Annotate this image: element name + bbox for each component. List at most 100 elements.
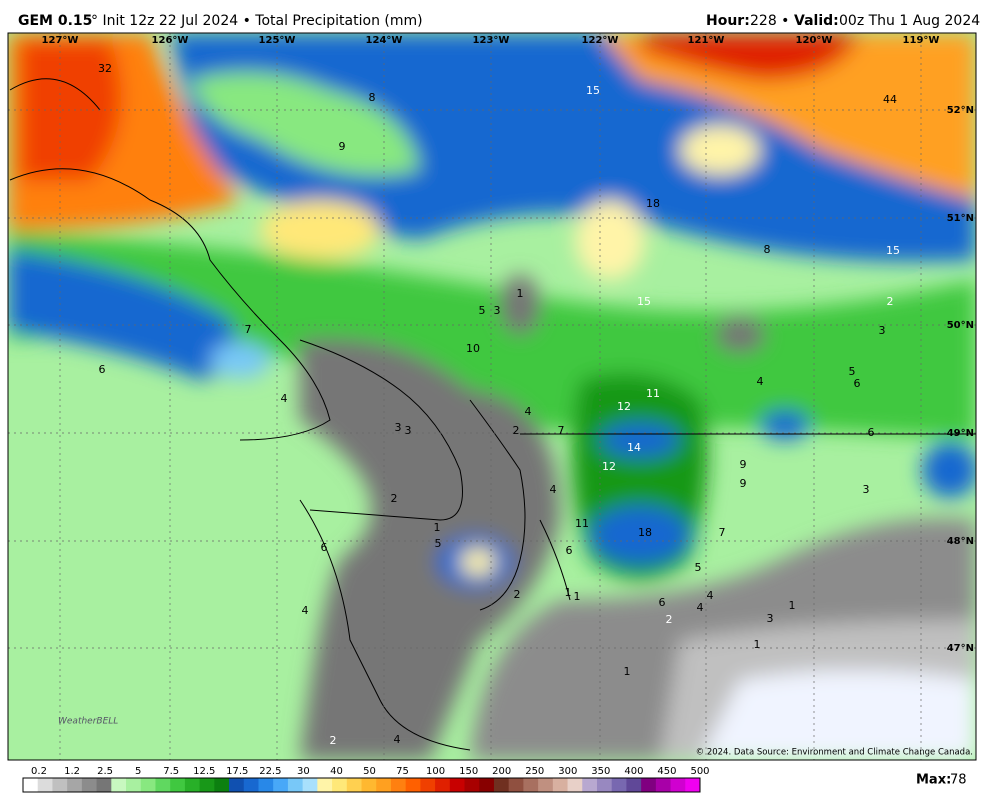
contour-label: 3 [767,612,774,625]
colorbar-swatch [596,778,613,792]
latitude-label: 50°N [947,320,974,331]
contour-label: 2 [666,613,673,626]
colorbar-label: 250 [525,766,544,777]
colorbar-swatch [302,778,318,792]
colorbar-swatch [552,778,569,792]
contour-label: 2 [887,295,894,308]
model: GEM 0.15 [18,13,92,29]
contour-label: 11 [575,517,589,530]
contour-label: 6 [868,426,875,439]
longitude-label: 125°W [259,35,296,46]
colorbar-label: 200 [492,766,511,777]
contour-label: 8 [369,91,376,104]
valid-label: Valid: [794,13,839,29]
colorbar-swatch [435,778,451,792]
colorbar-swatch [508,778,524,792]
colorbar-label: 17.5 [226,766,248,777]
contour-label: 7 [558,424,565,437]
colorbar-swatch [464,778,480,792]
contour-label: 3 [863,483,870,496]
colorbar-swatch [243,778,259,792]
colorbar-swatch [37,778,53,792]
latitude-label: 48°N [947,536,974,547]
colorbar-swatch [111,778,127,792]
colorbar-swatch [332,778,348,792]
latitude-label: 52°N [947,105,974,116]
colorbar-label: 400 [624,766,643,777]
colorbar-label: 50 [363,766,376,777]
colorbar-swatch [184,778,201,792]
colorbar-swatch [67,778,83,792]
contour-label: 3 [405,424,412,437]
precip-field [8,33,976,760]
contour-label: 6 [99,363,106,376]
contour-label: 7 [245,323,252,336]
colorbar-label: 75 [396,766,409,777]
coastlines [9,78,976,751]
contour-label: 9 [740,477,747,490]
colorbar-swatch [126,778,142,792]
colorbar-swatch [214,778,230,792]
contour-label: 9 [339,140,346,153]
contour-label: 2 [514,588,521,601]
colorbar-swatch [479,778,495,792]
longitude-label: 120°W [796,35,833,46]
colorbar-swatch [523,778,539,792]
max: 78 [950,773,967,788]
longitude-label: 124°W [366,35,403,46]
contour-label: 3 [494,304,501,317]
colorbar-label: 350 [591,766,610,777]
latitude-label: 51°N [947,213,974,224]
hour-label: Hour: [706,13,750,29]
contour-label: 15 [886,244,900,257]
colorbar-swatch [23,778,39,792]
contour-label: 4 [757,375,764,388]
colorbar-swatch [655,778,672,792]
colorbar-swatch [52,778,68,792]
contour-label: 2 [330,734,337,747]
contour-label: 4 [281,392,288,405]
contour-label: 1 [434,521,441,534]
init: ° Init 12z 22 Jul 2024 • Total Precipita… [91,13,423,29]
contour-label: 15 [637,295,651,308]
colorbar-frame [22,777,701,793]
colorbar-label: 22.5 [259,766,281,777]
colorbar-swatch [170,778,186,792]
contour-label: 14 [627,441,641,454]
map: 127°W 126°W 125°W 124°W 123°W 122°W 121°W 120°W… [8,33,976,760]
contour-label: 6 [566,544,573,557]
contour-label: 5 [695,561,702,574]
copyright: © 2024. Data Source: Environment and Cli… [696,748,973,758]
contour-label: 12 [602,460,616,473]
colorbar-label: 5 [135,766,141,777]
contour-label: 1 [517,287,524,300]
colorbar-swatch [611,778,627,792]
map-frame [7,32,977,761]
colorbar-swatch [229,778,245,792]
colorbar-label: 150 [459,766,478,777]
colorbar-label: 500 [690,766,709,777]
colorbar-swatch [273,778,289,792]
latitude-label: 47°N [947,643,974,654]
contour-label: 11 [646,387,660,400]
max-label: Max: [916,773,951,788]
colorbar-swatch [420,778,436,792]
colorbar-label: 0.2 [31,766,47,777]
colorbar-swatch [670,778,686,792]
colorbar-swatch [582,778,598,792]
colorbar-swatch [376,778,392,792]
contour-label: 15 [586,84,600,97]
longitude-label: 122°W [582,35,619,46]
colorbar-swatch [346,778,362,792]
colorbar-swatch [685,778,701,792]
contour-label: 5 [479,304,486,317]
contour-label: 12 [617,400,631,413]
contour-label: 6 [659,596,666,609]
colorbar-swatch [287,778,304,792]
colorbar-swatch [390,778,407,792]
longitude-label: 121°W [688,35,725,46]
contour-label: 1 [754,638,761,651]
colorbar-swatch [155,778,171,792]
colorbar-swatch [96,778,112,792]
